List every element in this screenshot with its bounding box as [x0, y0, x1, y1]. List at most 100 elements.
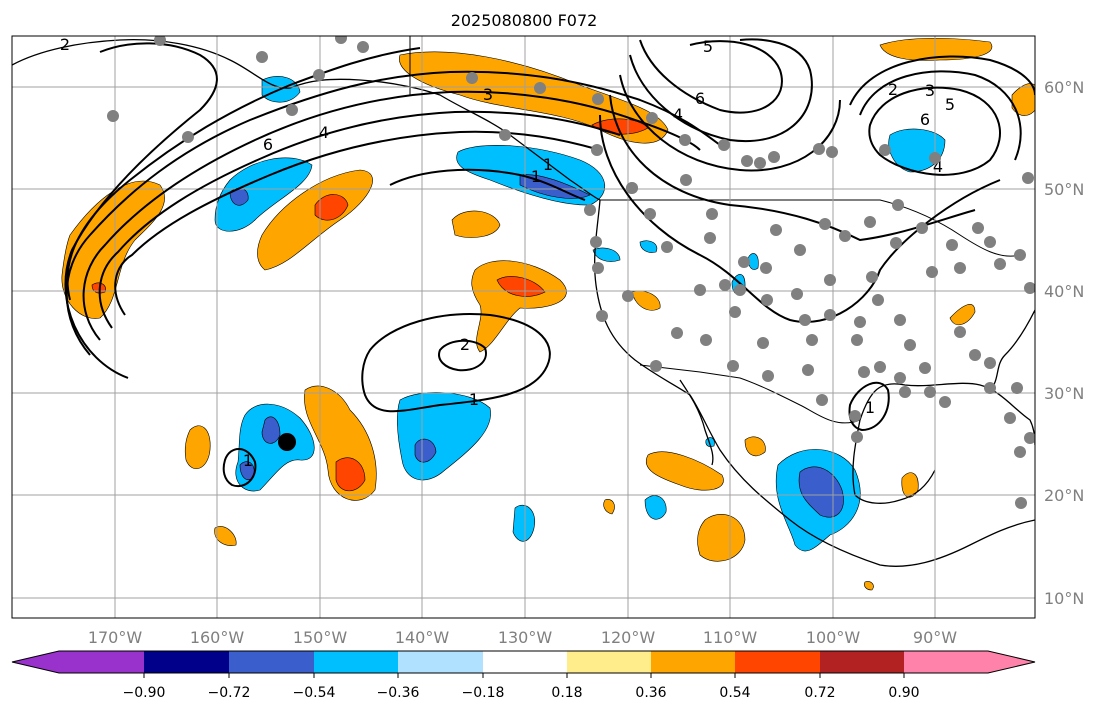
colorbar-tick-label: 0.36 [635, 685, 666, 701]
station-marker [1024, 282, 1035, 294]
contours [64, 38, 1035, 488]
station-marker [1024, 432, 1035, 444]
station-marker [794, 244, 806, 256]
station-marker [904, 339, 916, 351]
station-marker [107, 110, 119, 122]
lon-tick-label: 130°W [498, 628, 553, 647]
station-marker [939, 396, 951, 408]
station-marker [972, 222, 984, 234]
station-marker [760, 262, 772, 274]
anomaly-pos-area [901, 472, 919, 498]
contour-line [64, 42, 218, 379]
longitude-axis: 170°W 160°W 150°W 140°W 130°W 120°W 110°… [88, 628, 957, 647]
contour-line [65, 70, 721, 356]
station-marker [718, 139, 730, 151]
station-marker [984, 236, 996, 248]
colorbar-bin [651, 651, 735, 673]
station-marker [1011, 382, 1023, 394]
colorbar-bin [314, 651, 398, 673]
colorbar-tick-label: −0.18 [462, 685, 505, 701]
station-marker [864, 216, 876, 228]
station-marker [802, 364, 814, 376]
station-marker [851, 334, 863, 346]
colorbar-tick-label: 0.90 [888, 685, 919, 701]
latitude-axis: 60°N 50°N 40°N 30°N 20°N 10°N [1044, 78, 1084, 608]
station-marker [890, 237, 902, 249]
colorbar-bin [398, 651, 483, 673]
contour-line [848, 381, 890, 432]
station-marker [984, 357, 996, 369]
storm-center-marker [278, 433, 296, 451]
station-marker [854, 316, 866, 328]
station-marker [806, 334, 818, 346]
station-marker [596, 310, 608, 322]
station-marker [768, 151, 780, 163]
station-marker [894, 314, 906, 326]
contour-line [222, 448, 257, 488]
contour-line [98, 110, 621, 329]
station-marker [719, 279, 731, 291]
contour-label: 4 [319, 123, 329, 142]
station-marker [757, 337, 769, 349]
gridlines [12, 36, 1035, 618]
station-marker [646, 112, 658, 124]
station-marker [182, 131, 194, 143]
colorbar-tick-label: 0.72 [804, 685, 835, 701]
contour-line [82, 90, 701, 341]
station-marker [335, 36, 347, 44]
station-marker [679, 134, 691, 146]
contour-line [438, 339, 487, 372]
contour-label: 1 [469, 390, 479, 409]
station-marker [824, 309, 836, 321]
station-marker [534, 82, 546, 94]
station-marker [954, 326, 966, 338]
anomaly-pos-area [214, 526, 237, 546]
colorbar-tick-label: 0.18 [551, 685, 582, 701]
station-marker [357, 41, 369, 53]
station-marker [926, 266, 938, 278]
contour-line [361, 313, 551, 413]
lat-tick-label: 20°N [1044, 486, 1084, 505]
station-marker [894, 372, 906, 384]
contour-label: 2 [60, 35, 70, 54]
anomaly-pos-area [257, 169, 373, 271]
station-marker [824, 274, 836, 286]
border-us-mexico [639, 364, 861, 424]
station-marker [694, 284, 706, 296]
station-marker [704, 232, 716, 244]
contour-label: 1 [243, 451, 253, 470]
anomaly-pos-area [744, 436, 766, 456]
anomaly-strong-pos-area [314, 194, 349, 221]
station-marker [499, 129, 511, 141]
station-marker [1022, 172, 1034, 184]
contour-labels: 2 6 4 3 5 6 4 2 3 5 6 4 1 1 2 1 1 1 [60, 35, 955, 470]
station-marker [154, 36, 166, 46]
station-marker [879, 144, 891, 156]
lon-tick-label: 160°W [190, 628, 245, 647]
contour-label: 5 [945, 95, 955, 114]
colorbar-bin [735, 651, 820, 673]
contour-label: 3 [483, 85, 493, 104]
station-marker [826, 146, 838, 158]
contour-label: 6 [695, 89, 705, 108]
contour-line [609, 94, 976, 242]
station-marker [592, 262, 604, 274]
station-marker [1014, 446, 1026, 458]
colorbar-bin [904, 651, 988, 673]
lat-tick-label: 10°N [1044, 589, 1084, 608]
anomaly-pos-area [184, 425, 211, 469]
colorbar-bin [59, 651, 144, 673]
contour-label: 1 [543, 155, 553, 174]
station-marker [1014, 249, 1026, 261]
station-marker [644, 208, 656, 220]
contour-line [639, 39, 783, 114]
station-marker [770, 224, 782, 236]
station-marker [849, 410, 861, 422]
anomaly-pos-area [949, 304, 976, 326]
lon-tick-label: 140°W [395, 628, 450, 647]
contour-line [849, 55, 1035, 106]
colorbar: −0.90 −0.72 −0.54 −0.36 −0.18 0.18 0.36 … [11, 650, 1036, 701]
contour-line [868, 86, 1001, 176]
colorbar-tick-label: −0.72 [208, 685, 251, 701]
contour-line [619, 74, 841, 172]
